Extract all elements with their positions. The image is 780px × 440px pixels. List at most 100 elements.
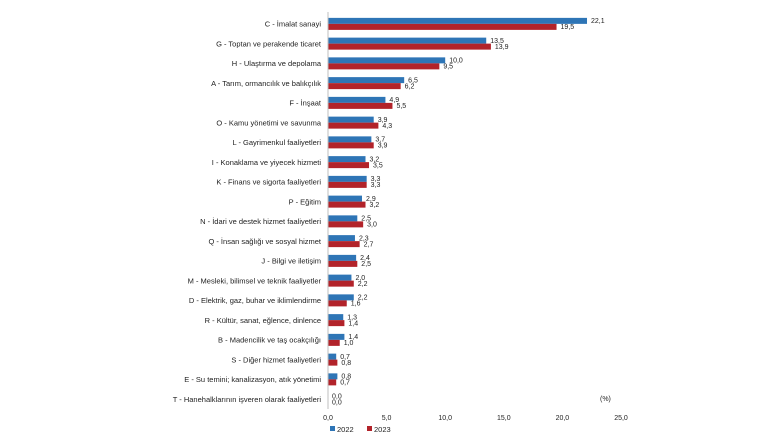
category-label: E - Su temini; kanalizasyon, atık yöneti… (184, 375, 321, 384)
data-label: 0,8 (341, 360, 351, 367)
data-label: 3,9 (378, 117, 388, 124)
data-label: 9,5 (443, 64, 453, 71)
category-label: Q - İnsan sağlığı ve sosyal hizmet (208, 237, 321, 246)
data-label: 0,8 (341, 374, 351, 381)
bar-2022 (328, 136, 372, 143)
bar-2022 (328, 37, 487, 44)
bar-2022 (328, 274, 352, 281)
data-label: 10,0 (449, 58, 463, 65)
data-label: 0,7 (340, 354, 350, 361)
bar-2022 (328, 195, 362, 202)
legend-label-2022: 2022 (337, 425, 354, 434)
bar-2022 (328, 116, 374, 123)
bar-2022 (328, 57, 446, 64)
data-label: 22,1 (591, 18, 605, 25)
category-label: L - Gayrimenkul faaliyetleri (232, 138, 321, 147)
data-label: 3,9 (378, 143, 388, 150)
bar-2023 (328, 260, 358, 267)
category-label: H - Ulaştırma ve depolama (232, 59, 322, 68)
data-label: 0,0 (332, 393, 342, 400)
data-label: 3,2 (370, 156, 380, 163)
data-label: 6,2 (405, 83, 415, 90)
data-label: 1,6 (351, 301, 361, 308)
category-label: G - Toptan ve perakende ticaret (216, 39, 322, 48)
category-label: R - Kültür, sanat, eğlence, dinlence (205, 316, 321, 325)
x-tick-label: 25,0 (614, 415, 628, 422)
category-label: D - Elektrik, gaz, buhar ve iklimlendirm… (189, 296, 321, 305)
legend-label-2023: 2023 (374, 425, 391, 434)
data-label: 2,3 (359, 235, 369, 242)
data-label: 2,7 (364, 241, 374, 248)
bar-2023 (328, 142, 374, 149)
bar-2023 (328, 241, 360, 248)
data-label: 2,2 (358, 281, 368, 288)
data-label: 4,3 (382, 123, 392, 130)
data-label: 13,9 (495, 44, 509, 51)
category-label: K - Finans ve sigorta faaliyetleri (216, 178, 321, 187)
bar-2022 (328, 156, 366, 163)
bar-2023 (328, 102, 393, 109)
bar-2023 (328, 280, 354, 287)
bar-2023 (328, 181, 367, 188)
data-label: 2,5 (361, 261, 371, 268)
data-label: 2,0 (355, 275, 365, 282)
category-label: A - Tarım, ormancılık ve balıkçılık (211, 79, 321, 88)
bar-2023 (328, 221, 364, 228)
bar-2022 (328, 235, 355, 242)
bar-2023 (328, 162, 370, 169)
x-axis-ticks: 0,0 5,0 10,0 15,0 20,0 25,0 (323, 415, 628, 422)
bar-2022 (328, 175, 367, 182)
bar-2022 (328, 314, 344, 321)
bar-2023 (328, 63, 440, 70)
category-label: M - Mesleki, bilimsel ve teknik faaliyet… (188, 276, 322, 285)
bar-2022 (328, 333, 345, 340)
x-tick-label: 0,0 (323, 415, 333, 422)
category-label: O - Kamu yönetimi ve savunma (216, 118, 321, 127)
data-label: 3,2 (370, 202, 380, 209)
bar-2023 (328, 201, 366, 208)
bar-2023 (328, 320, 345, 327)
x-tick-label: 5,0 (382, 415, 392, 422)
category-label: J - Bilgi ve iletişim (261, 257, 321, 266)
data-label: 2,4 (360, 255, 370, 262)
bar-2022 (328, 17, 588, 24)
data-label: 3,3 (371, 176, 381, 183)
data-label: 2,5 (361, 216, 371, 223)
category-label: C - İmalat sanayi (265, 20, 322, 29)
bar-2022 (328, 353, 337, 360)
bar-group (328, 17, 588, 386)
category-label: P - Eğitim (289, 197, 321, 206)
data-label: 3,3 (371, 182, 381, 189)
bar-2022 (328, 215, 358, 222)
bar-2022 (328, 294, 354, 301)
x-tick-label: 20,0 (556, 415, 570, 422)
bar-2022 (328, 77, 405, 84)
category-labels: C - İmalat sanayi G - Toptan ve perakende… (173, 20, 322, 404)
bar-2023 (328, 83, 401, 90)
data-label: 4,9 (389, 97, 399, 104)
data-label: 5,5 (396, 103, 406, 110)
bar-2023 (328, 379, 337, 386)
data-label: 1,4 (348, 334, 358, 341)
data-label: 1,3 (347, 314, 357, 321)
data-label: 0,0 (332, 399, 342, 406)
data-label: 1,4 (348, 320, 358, 327)
data-label: 3,0 (367, 222, 377, 229)
bar-2023 (328, 23, 557, 30)
category-label: B - Madencilik ve taş ocakçılığı (218, 336, 321, 345)
data-label: 6,5 (408, 77, 418, 84)
bar-2022 (328, 96, 386, 103)
bar-2022 (328, 254, 357, 261)
data-label: 13,5 (490, 38, 504, 45)
data-label: 19,5 (561, 24, 575, 31)
x-tick-label: 15,0 (497, 415, 511, 422)
legend-swatch-2022 (330, 426, 335, 431)
bar-2023 (328, 43, 491, 50)
bar-2023 (328, 300, 347, 307)
data-label: 2,2 (358, 295, 368, 302)
bar-2022 (328, 373, 338, 380)
data-label: 1,0 (344, 340, 354, 347)
bar-2023 (328, 122, 379, 129)
category-label: S - Diğer hizmet faaliyetleri (231, 355, 321, 364)
